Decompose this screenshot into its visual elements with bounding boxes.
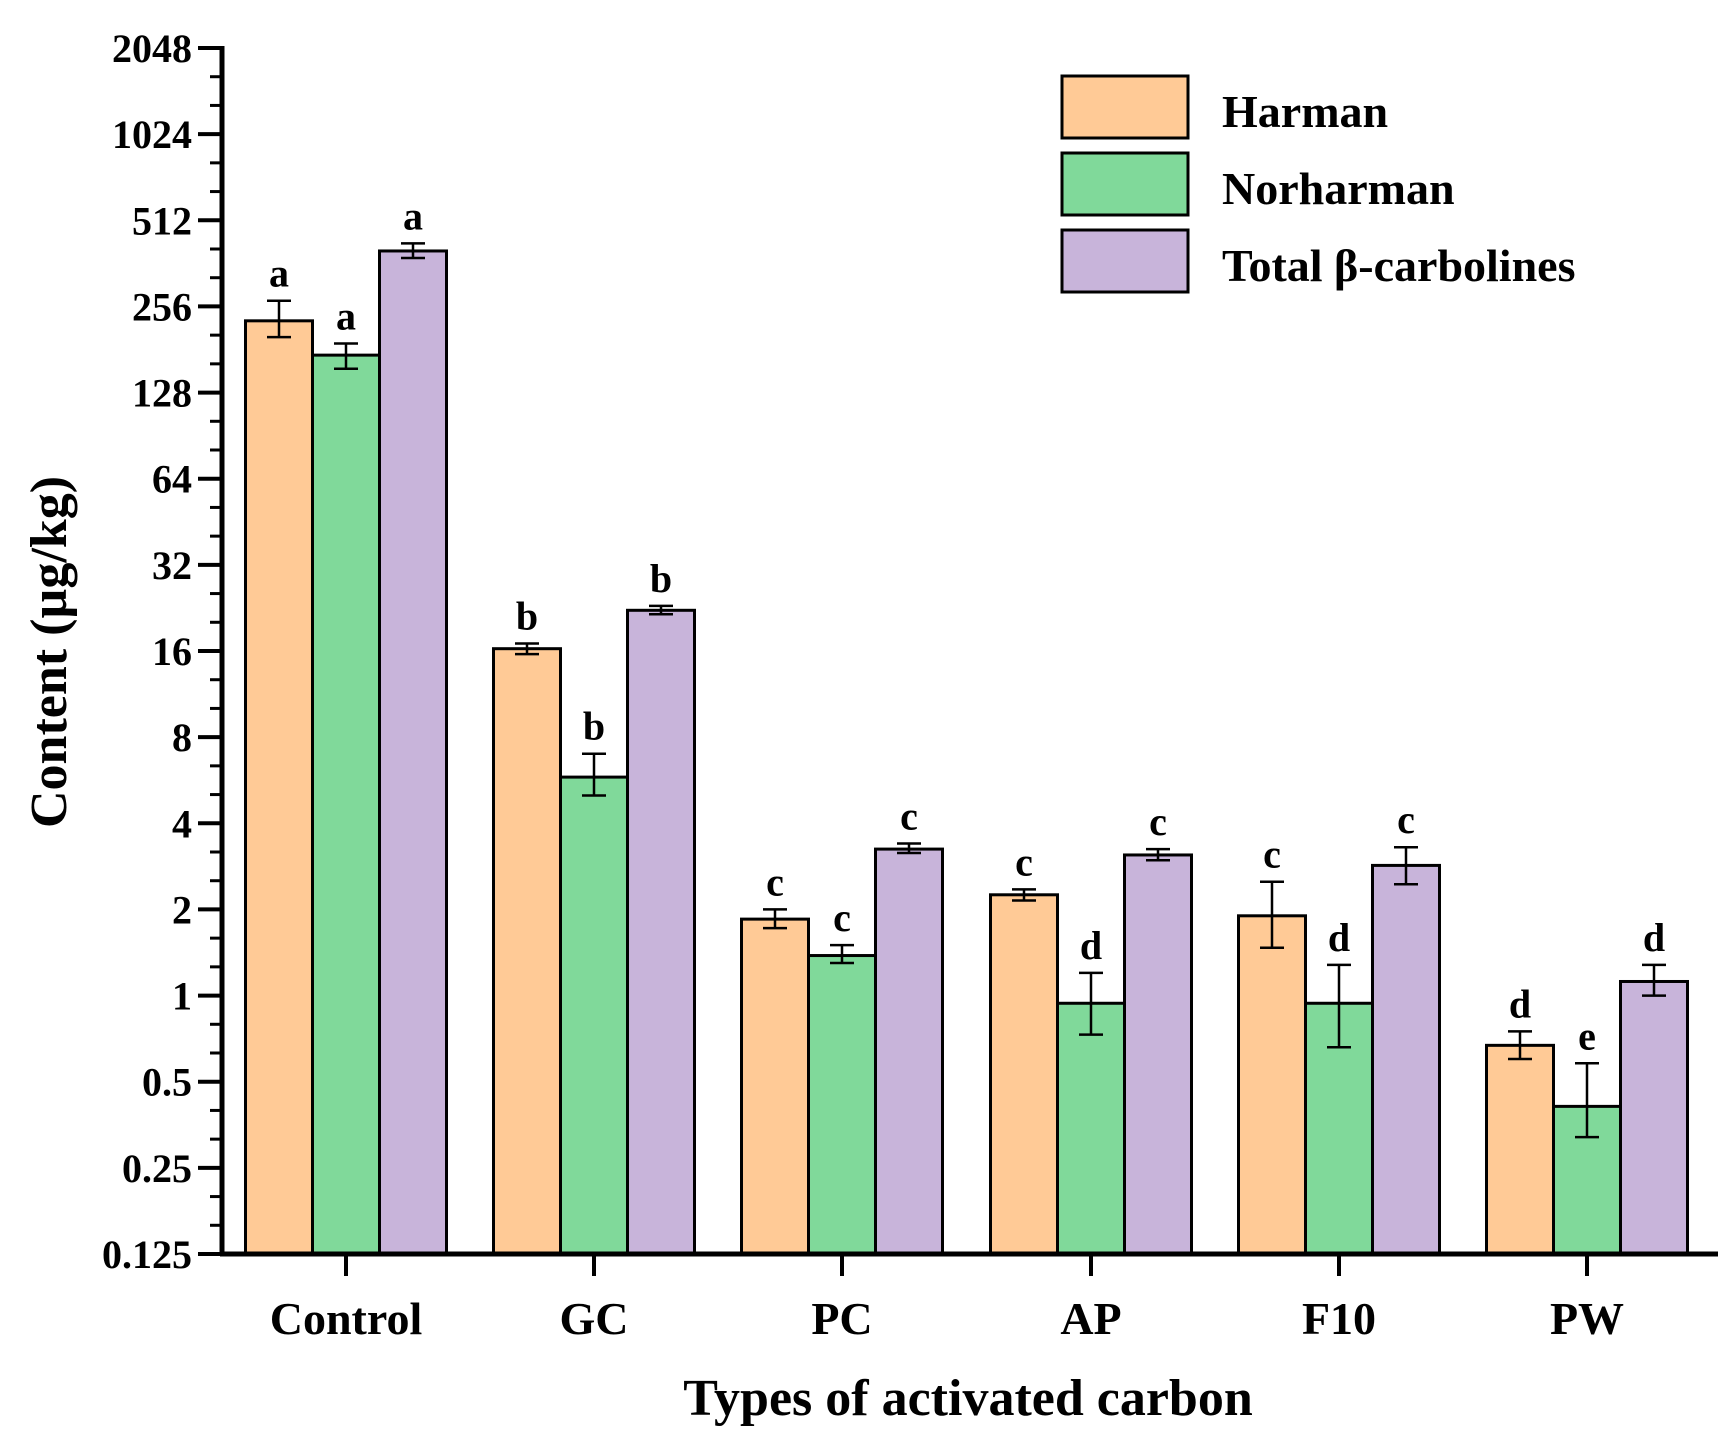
significance-label: d xyxy=(1080,923,1102,968)
x-axis-title: Types of activated carbon xyxy=(683,1370,1253,1427)
significance-label: a xyxy=(336,293,356,338)
y-tick-label: 2 xyxy=(172,887,192,932)
bar-norharman-control xyxy=(311,353,381,1256)
y-tick-label: 512 xyxy=(132,198,192,243)
significance-label: a xyxy=(403,193,423,238)
significance-label: c xyxy=(900,793,918,838)
error-bar-norharman-pw xyxy=(1575,1062,1599,1139)
y-tick-label: 4 xyxy=(172,801,192,846)
error-bar-total-carbolines-pw xyxy=(1642,963,1666,997)
y-ticks-layer: 0.125 0.25 0.5 1 2 4 8 16 32 64 128 256 512 1024 2048 xyxy=(102,26,222,1277)
significance-label: d xyxy=(1509,981,1531,1026)
error-bar-norharman-f10 xyxy=(1327,963,1351,1049)
legend-swatch-harman xyxy=(1060,74,1190,140)
significance-label: b xyxy=(516,593,538,638)
significance-label: c xyxy=(766,859,784,904)
error-bar-total-carbolines-pc xyxy=(897,842,921,855)
y-tick-label: 8 xyxy=(172,715,192,760)
y-tick-label: 16 xyxy=(152,629,192,674)
significance-label: a xyxy=(269,251,289,296)
error-bar-total-carbolines-control xyxy=(401,242,425,260)
x-tick-label-pc: PC xyxy=(811,1293,872,1344)
y-tick-label: 1024 xyxy=(112,112,192,157)
y-tick-label: 0.25 xyxy=(122,1146,192,1191)
bar-total-carbolines-ap xyxy=(1123,853,1193,1256)
x-tick-label-gc: GC xyxy=(560,1293,629,1344)
error-bar-norharman-ap xyxy=(1079,971,1103,1036)
error-bar-norharman-pc xyxy=(830,943,854,965)
bar-harman-gc xyxy=(492,647,562,1256)
legend: Harman Norharman Total β-carbolines xyxy=(1060,74,1576,294)
significance-label: d xyxy=(1643,915,1665,960)
x-ticks-layer: Control GC PC AP F10 PW xyxy=(270,1254,1624,1344)
x-tick-label-f10: F10 xyxy=(1302,1293,1376,1344)
error-bar-total-carbolines-ap xyxy=(1146,847,1170,862)
bar-norharman-gc xyxy=(559,775,629,1256)
bar-total-carbolines-pc xyxy=(874,847,944,1256)
legend-label-total: Total β-carbolines xyxy=(1222,240,1576,291)
significance-labels-layer: a b c c c d a b c d d e a b c c c d xyxy=(269,193,1665,1058)
y-tick-label: 2048 xyxy=(112,26,192,71)
error-bar-norharman-gc xyxy=(582,752,606,797)
bar-total-carbolines-f10 xyxy=(1371,863,1441,1256)
error-bar-total-carbolines-f10 xyxy=(1394,845,1418,886)
y-tick-label: 64 xyxy=(152,457,192,502)
bar-harman-f10 xyxy=(1237,914,1307,1256)
x-tick-label-ap: AP xyxy=(1060,1293,1121,1344)
legend-label-harman: Harman xyxy=(1222,86,1388,137)
bar-harman-pw xyxy=(1485,1043,1555,1256)
bar-harman-pc xyxy=(740,917,810,1256)
bar-norharman-pc xyxy=(807,954,877,1256)
bar-harman-control xyxy=(244,319,314,1256)
y-tick-label: 0.125 xyxy=(102,1232,192,1277)
error-bar-harman-control xyxy=(267,299,291,339)
significance-label: c xyxy=(1263,832,1281,877)
legend-swatch-norharman xyxy=(1060,151,1190,217)
error-bar-harman-ap xyxy=(1012,888,1036,902)
x-tick-label-pw: PW xyxy=(1550,1293,1624,1344)
error-bar-norharman-control xyxy=(334,342,358,371)
error-bar-harman-f10 xyxy=(1260,880,1284,949)
x-tick-label-control: Control xyxy=(270,1293,423,1344)
significance-label: c xyxy=(1397,797,1415,842)
y-tick-label: 0.5 xyxy=(142,1060,192,1105)
significance-label: b xyxy=(583,704,605,749)
significance-label: c xyxy=(1015,839,1033,884)
error-bars-layer xyxy=(267,242,1666,1139)
significance-label: c xyxy=(1149,799,1167,844)
error-bar-harman-gc xyxy=(515,642,539,656)
bars-layer xyxy=(244,249,1689,1256)
y-tick-label: 128 xyxy=(132,371,192,416)
legend-label-norharman: Norharman xyxy=(1222,163,1455,214)
bar-total-carbolines-pw xyxy=(1619,979,1689,1256)
y-tick-label: 1 xyxy=(172,974,192,1019)
significance-label: c xyxy=(833,895,851,940)
bar-total-carbolines-gc xyxy=(626,608,696,1256)
y-tick-label: 32 xyxy=(152,543,192,588)
bar-total-carbolines-control xyxy=(378,249,448,1256)
significance-label: d xyxy=(1328,915,1350,960)
error-bar-harman-pw xyxy=(1508,1030,1532,1061)
significance-label: e xyxy=(1578,1013,1596,1058)
y-axis-title: Content (µg/kg) xyxy=(21,476,78,828)
error-bar-total-carbolines-gc xyxy=(649,604,673,616)
y-tick-label: 256 xyxy=(132,284,192,329)
bar-harman-ap xyxy=(989,893,1059,1256)
significance-label: b xyxy=(650,556,672,601)
error-bar-harman-pc xyxy=(763,908,787,930)
legend-swatch-total xyxy=(1060,228,1190,294)
bar-norharman-ap xyxy=(1056,1001,1126,1256)
